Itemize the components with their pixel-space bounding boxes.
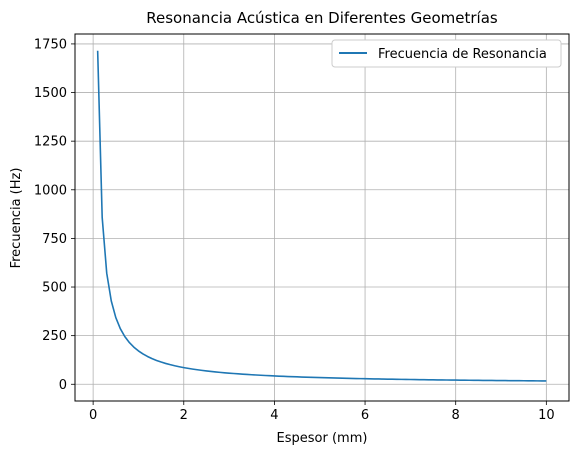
x-tick-label-6: 6 [361, 408, 369, 423]
legend-label-frecuencia-de-resonancia: Frecuencia de Resonancia [378, 47, 547, 62]
plot-frame [74, 33, 570, 402]
series-line-frecuencia-de-resonancia [96, 50, 547, 382]
data-layer [96, 50, 547, 382]
chart-title: Resonancia Acústica en Diferentes Geomet… [146, 9, 498, 27]
x-tick-label-2: 2 [180, 408, 188, 423]
y-tick-label-0: 0 [59, 378, 67, 393]
y-tick-label-250: 250 [42, 329, 67, 344]
x-tick-label-4: 4 [270, 408, 278, 423]
tick-layer: 0 2 4 6 8 10 0 250 500 750 1000 1250 1500 1750 [34, 37, 555, 423]
y-tick-label-1750: 1750 [34, 37, 67, 52]
y-tick-label-1250: 1250 [34, 135, 67, 150]
y-tick-label-500: 500 [42, 281, 67, 296]
x-axis-label: Espesor (mm) [277, 431, 368, 446]
y-tick-label-1500: 1500 [34, 86, 67, 101]
x-tick-label-8: 8 [452, 408, 460, 423]
x-tick-label-0: 0 [89, 408, 97, 423]
y-tick-label-1000: 1000 [34, 183, 67, 198]
legend-box [331, 39, 562, 68]
y-axis-label: Frecuencia (Hz) [9, 168, 24, 269]
legend: Frecuencia de Resonancia [331, 39, 562, 68]
x-tick-label-10: 10 [538, 408, 555, 423]
y-tick-label-750: 750 [42, 232, 67, 247]
